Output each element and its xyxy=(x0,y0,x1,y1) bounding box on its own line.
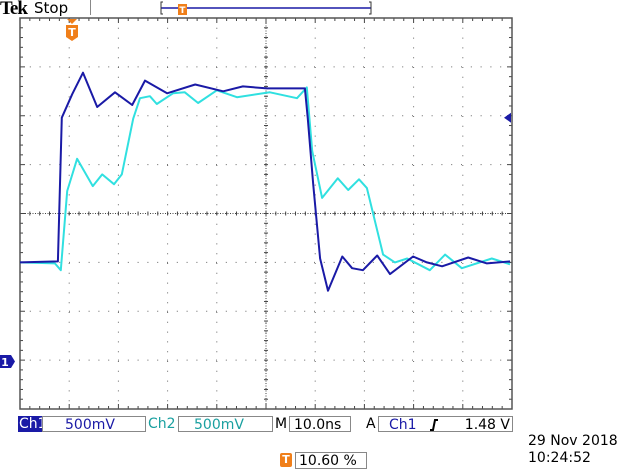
header-divider xyxy=(90,0,91,15)
trigger-position-marker[interactable]: T xyxy=(66,19,78,41)
graticule xyxy=(19,17,513,410)
timebase-label: M xyxy=(275,416,288,432)
svg-text:1: 1 xyxy=(1,356,9,369)
ch1-trace xyxy=(19,71,511,292)
svg-text:T: T xyxy=(179,6,186,16)
date: 29 Nov 2018 xyxy=(528,433,618,449)
traces xyxy=(19,71,511,292)
tek-logo: Tek xyxy=(0,0,28,19)
trigger-position[interactable]: 10.60 % xyxy=(295,452,367,469)
ch1-ground-marker[interactable]: 1 xyxy=(0,355,15,369)
trigger-position-icon: T xyxy=(280,453,292,467)
ch2-label[interactable]: Ch2 xyxy=(148,416,176,432)
record-length-bar: T xyxy=(160,1,372,16)
waveform-display: T T 1 xyxy=(0,1,513,410)
graticule-border xyxy=(19,17,513,410)
ch1-scale[interactable]: 500mV xyxy=(42,416,146,433)
acquisition-status: Stop xyxy=(34,0,69,17)
timebase[interactable]: 10.0ns xyxy=(289,416,351,433)
ch1-label[interactable]: Ch1 xyxy=(18,416,47,432)
timestamp: 29 Nov 2018 10:24:52 xyxy=(528,433,618,467)
trigger-level: 1.48 V xyxy=(464,417,510,433)
ch2-trace xyxy=(19,86,511,272)
time: 10:24:52 xyxy=(528,450,591,466)
ch2-scale[interactable]: 500mV xyxy=(178,416,273,433)
svg-text:T: T xyxy=(68,26,76,39)
trigger-level-arrow-icon[interactable] xyxy=(504,112,511,123)
trigger-source: Ch1 xyxy=(389,417,417,433)
trigger-readout[interactable]: Ch1 1.48 V xyxy=(378,416,513,433)
record-trigger-marker: T xyxy=(178,4,187,16)
rising-edge-icon xyxy=(430,419,438,431)
trigger-label: A xyxy=(366,416,376,432)
